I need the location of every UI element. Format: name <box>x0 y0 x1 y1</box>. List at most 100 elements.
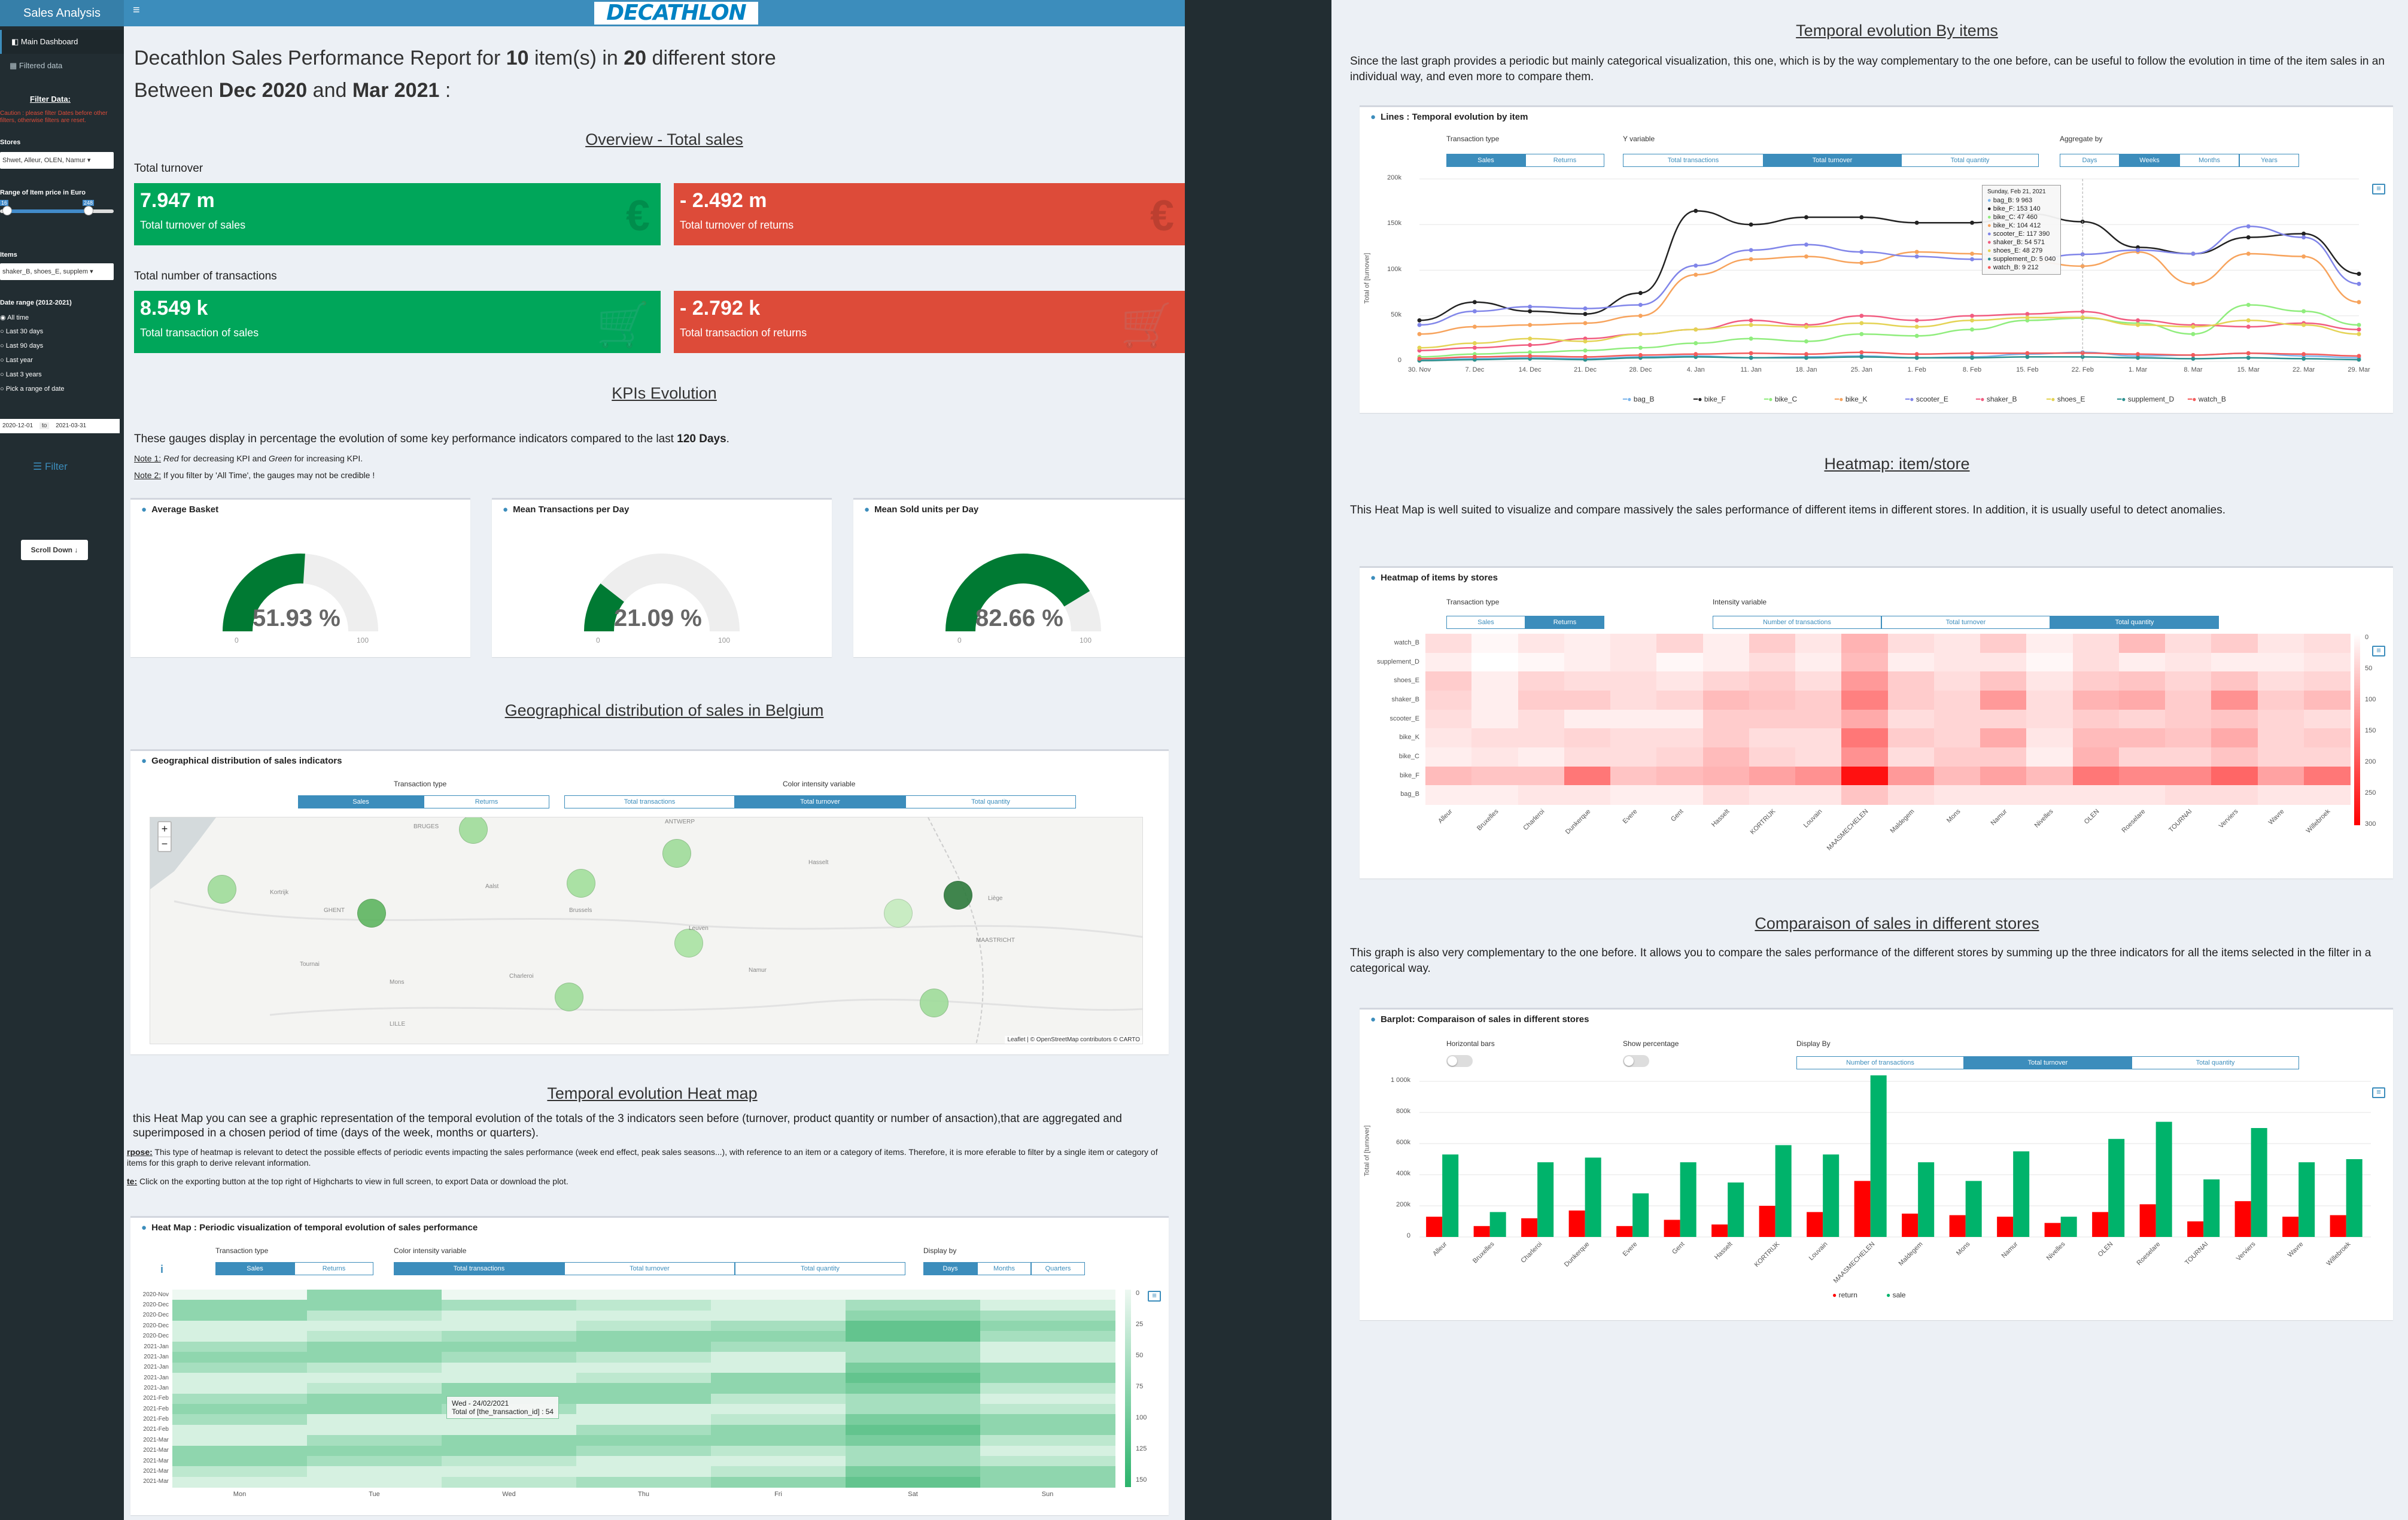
heatmap-cell[interactable] <box>1610 785 1658 805</box>
bar-return[interactable] <box>2187 1221 2204 1237</box>
heatmap-cell[interactable] <box>1933 785 1981 805</box>
series-point-bike_K[interactable] <box>1859 260 1864 265</box>
th-cv-quantity[interactable]: Total quantity <box>735 1262 905 1275</box>
bar-return[interactable] <box>1426 1217 1443 1237</box>
bar-sale[interactable] <box>1965 1181 1982 1237</box>
bar-sale[interactable] <box>1585 1157 1601 1237</box>
heatmap-cell[interactable] <box>172 1404 308 1415</box>
series-point-shoes_E[interactable] <box>1693 327 1698 332</box>
ih-iv-quantity[interactable]: Total quantity <box>2050 616 2219 629</box>
heatmap-cell[interactable] <box>172 1435 308 1446</box>
series-point-scooter_E[interactable] <box>2301 235 2306 240</box>
heatmap-cell[interactable] <box>980 1466 1115 1478</box>
series-point-scooter_E[interactable] <box>1749 248 1753 253</box>
filter-button[interactable]: ☰ Filter <box>33 461 68 472</box>
heatmap-cell[interactable] <box>2026 671 2073 691</box>
series-point-watch_B[interactable] <box>2025 351 2030 355</box>
heatmap-cell[interactable] <box>1610 747 1658 767</box>
heatmap-cell[interactable] <box>307 1331 442 1342</box>
date-option-radio[interactable]: ○ Last year <box>0 357 33 364</box>
heatmap-cell[interactable] <box>442 1466 577 1478</box>
heatmap-cell[interactable] <box>1702 709 1750 729</box>
bar-sale[interactable] <box>2346 1159 2363 1237</box>
heatmap-cell[interactable] <box>172 1466 308 1478</box>
heatmap-cell[interactable] <box>2211 728 2258 748</box>
heatmap-cell[interactable] <box>172 1341 308 1353</box>
heatmap-cell[interactable] <box>576 1290 712 1301</box>
bar-sale[interactable] <box>1537 1162 1554 1237</box>
bar-return[interactable] <box>2330 1215 2346 1237</box>
series-point-scooter_E[interactable] <box>1472 309 1477 314</box>
heatmap-cell[interactable] <box>172 1300 308 1311</box>
heatmap-cell[interactable] <box>980 1321 1115 1332</box>
date-option-radio[interactable]: ◉ All time <box>0 314 29 321</box>
bar-return[interactable] <box>1664 1220 1680 1237</box>
heatmap-cell[interactable] <box>711 1290 846 1301</box>
heatmap-cell[interactable] <box>1887 634 1935 653</box>
heatmap-cell[interactable] <box>576 1393 712 1405</box>
heatmap-cell[interactable] <box>1610 728 1658 748</box>
series-point-watch_B[interactable] <box>1583 354 1588 359</box>
bar-sale[interactable] <box>1870 1075 1887 1237</box>
heatmap-cell[interactable] <box>980 1383 1115 1394</box>
series-point-supplement_D[interactable] <box>1804 355 1808 360</box>
heatmap-cell[interactable] <box>2257 671 2304 691</box>
date-option-radio[interactable]: ○ Last 90 days <box>0 342 44 349</box>
series-point-shaker_B[interactable] <box>2246 324 2251 329</box>
heatmap-cell[interactable] <box>1425 766 1473 786</box>
series-point-bike_F[interactable] <box>1804 215 1808 220</box>
bar-sale[interactable] <box>2251 1128 2267 1237</box>
items-select[interactable]: shaker_B, shoes_E, supplem ▾ <box>0 263 114 280</box>
geo-ci-quantity[interactable]: Total quantity <box>905 795 1076 808</box>
heatmap-cell[interactable] <box>711 1352 846 1363</box>
series-point-supplement_D[interactable] <box>2025 354 2030 359</box>
heatmap-cell[interactable] <box>2211 652 2258 673</box>
store-marker[interactable] <box>208 875 236 904</box>
heatmap-cell[interactable] <box>2165 728 2212 748</box>
heatmap-cell[interactable] <box>307 1341 442 1353</box>
store-marker[interactable] <box>674 929 703 957</box>
series-point-bike_F[interactable] <box>1970 220 1975 225</box>
bar-sale[interactable] <box>1442 1154 1459 1237</box>
stores-select[interactable]: Shwet, Alleur, OLEN, Namur ▾ <box>0 152 114 169</box>
heatmap-cell[interactable] <box>1887 671 1935 691</box>
store-marker[interactable] <box>459 817 488 844</box>
heatmap-cell[interactable] <box>711 1424 846 1436</box>
heatmap-cell[interactable] <box>2118 652 2166 673</box>
heatmap-cell[interactable] <box>1933 652 1981 673</box>
heatmap-cell[interactable] <box>1656 747 1704 767</box>
heatmap-cell[interactable] <box>711 1476 846 1488</box>
heatmap-cell[interactable] <box>2026 691 2073 710</box>
heatmap-cell[interactable] <box>1702 728 1750 748</box>
ih-iv-turnover[interactable]: Total turnover <box>1881 616 2050 629</box>
series-point-bike_K[interactable] <box>2191 281 2196 286</box>
heatmap-cell[interactable] <box>2026 747 2073 767</box>
series-point-shoes_E[interactable] <box>1417 345 1422 350</box>
heatmap-cell[interactable] <box>576 1310 712 1322</box>
heatmap-cell[interactable] <box>576 1445 712 1457</box>
th-db-months[interactable]: Months <box>977 1262 1031 1275</box>
heatmap-cell[interactable] <box>1471 691 1519 710</box>
heatmap-cell[interactable] <box>2303 747 2351 767</box>
li-ag-days[interactable]: Days <box>2060 154 2120 167</box>
series-point-shoes_E[interactable] <box>1749 323 1753 327</box>
series-point-shoes_E[interactable] <box>2246 318 2251 323</box>
series-point-watch_B[interactable] <box>1804 352 1808 357</box>
series-point-scooter_E[interactable] <box>1528 305 1533 309</box>
series-point-supplement_D[interactable] <box>1859 354 1864 359</box>
series-point-supplement_D[interactable] <box>2301 356 2306 361</box>
series-point-shoes_E[interactable] <box>1583 339 1588 343</box>
heatmap-cell[interactable] <box>1702 671 1750 691</box>
heatmap-cell[interactable] <box>1841 728 1889 748</box>
bar-return[interactable] <box>2044 1223 2061 1237</box>
heatmap-cell[interactable] <box>1887 691 1935 710</box>
series-point-shoes_E[interactable] <box>2357 332 2361 336</box>
legend-item[interactable]: ━● supplement_D <box>2117 395 2175 403</box>
li-yv-quantity[interactable]: Total quantity <box>1901 154 2039 167</box>
heatmap-cell[interactable] <box>711 1300 846 1311</box>
price-slider[interactable]: 16 248 <box>0 200 114 221</box>
series-point-shoes_E[interactable] <box>1472 341 1477 345</box>
heatmap-cell[interactable] <box>576 1424 712 1436</box>
heatmap-cell[interactable] <box>2026 785 2073 805</box>
heatmap-cell[interactable] <box>172 1321 308 1332</box>
